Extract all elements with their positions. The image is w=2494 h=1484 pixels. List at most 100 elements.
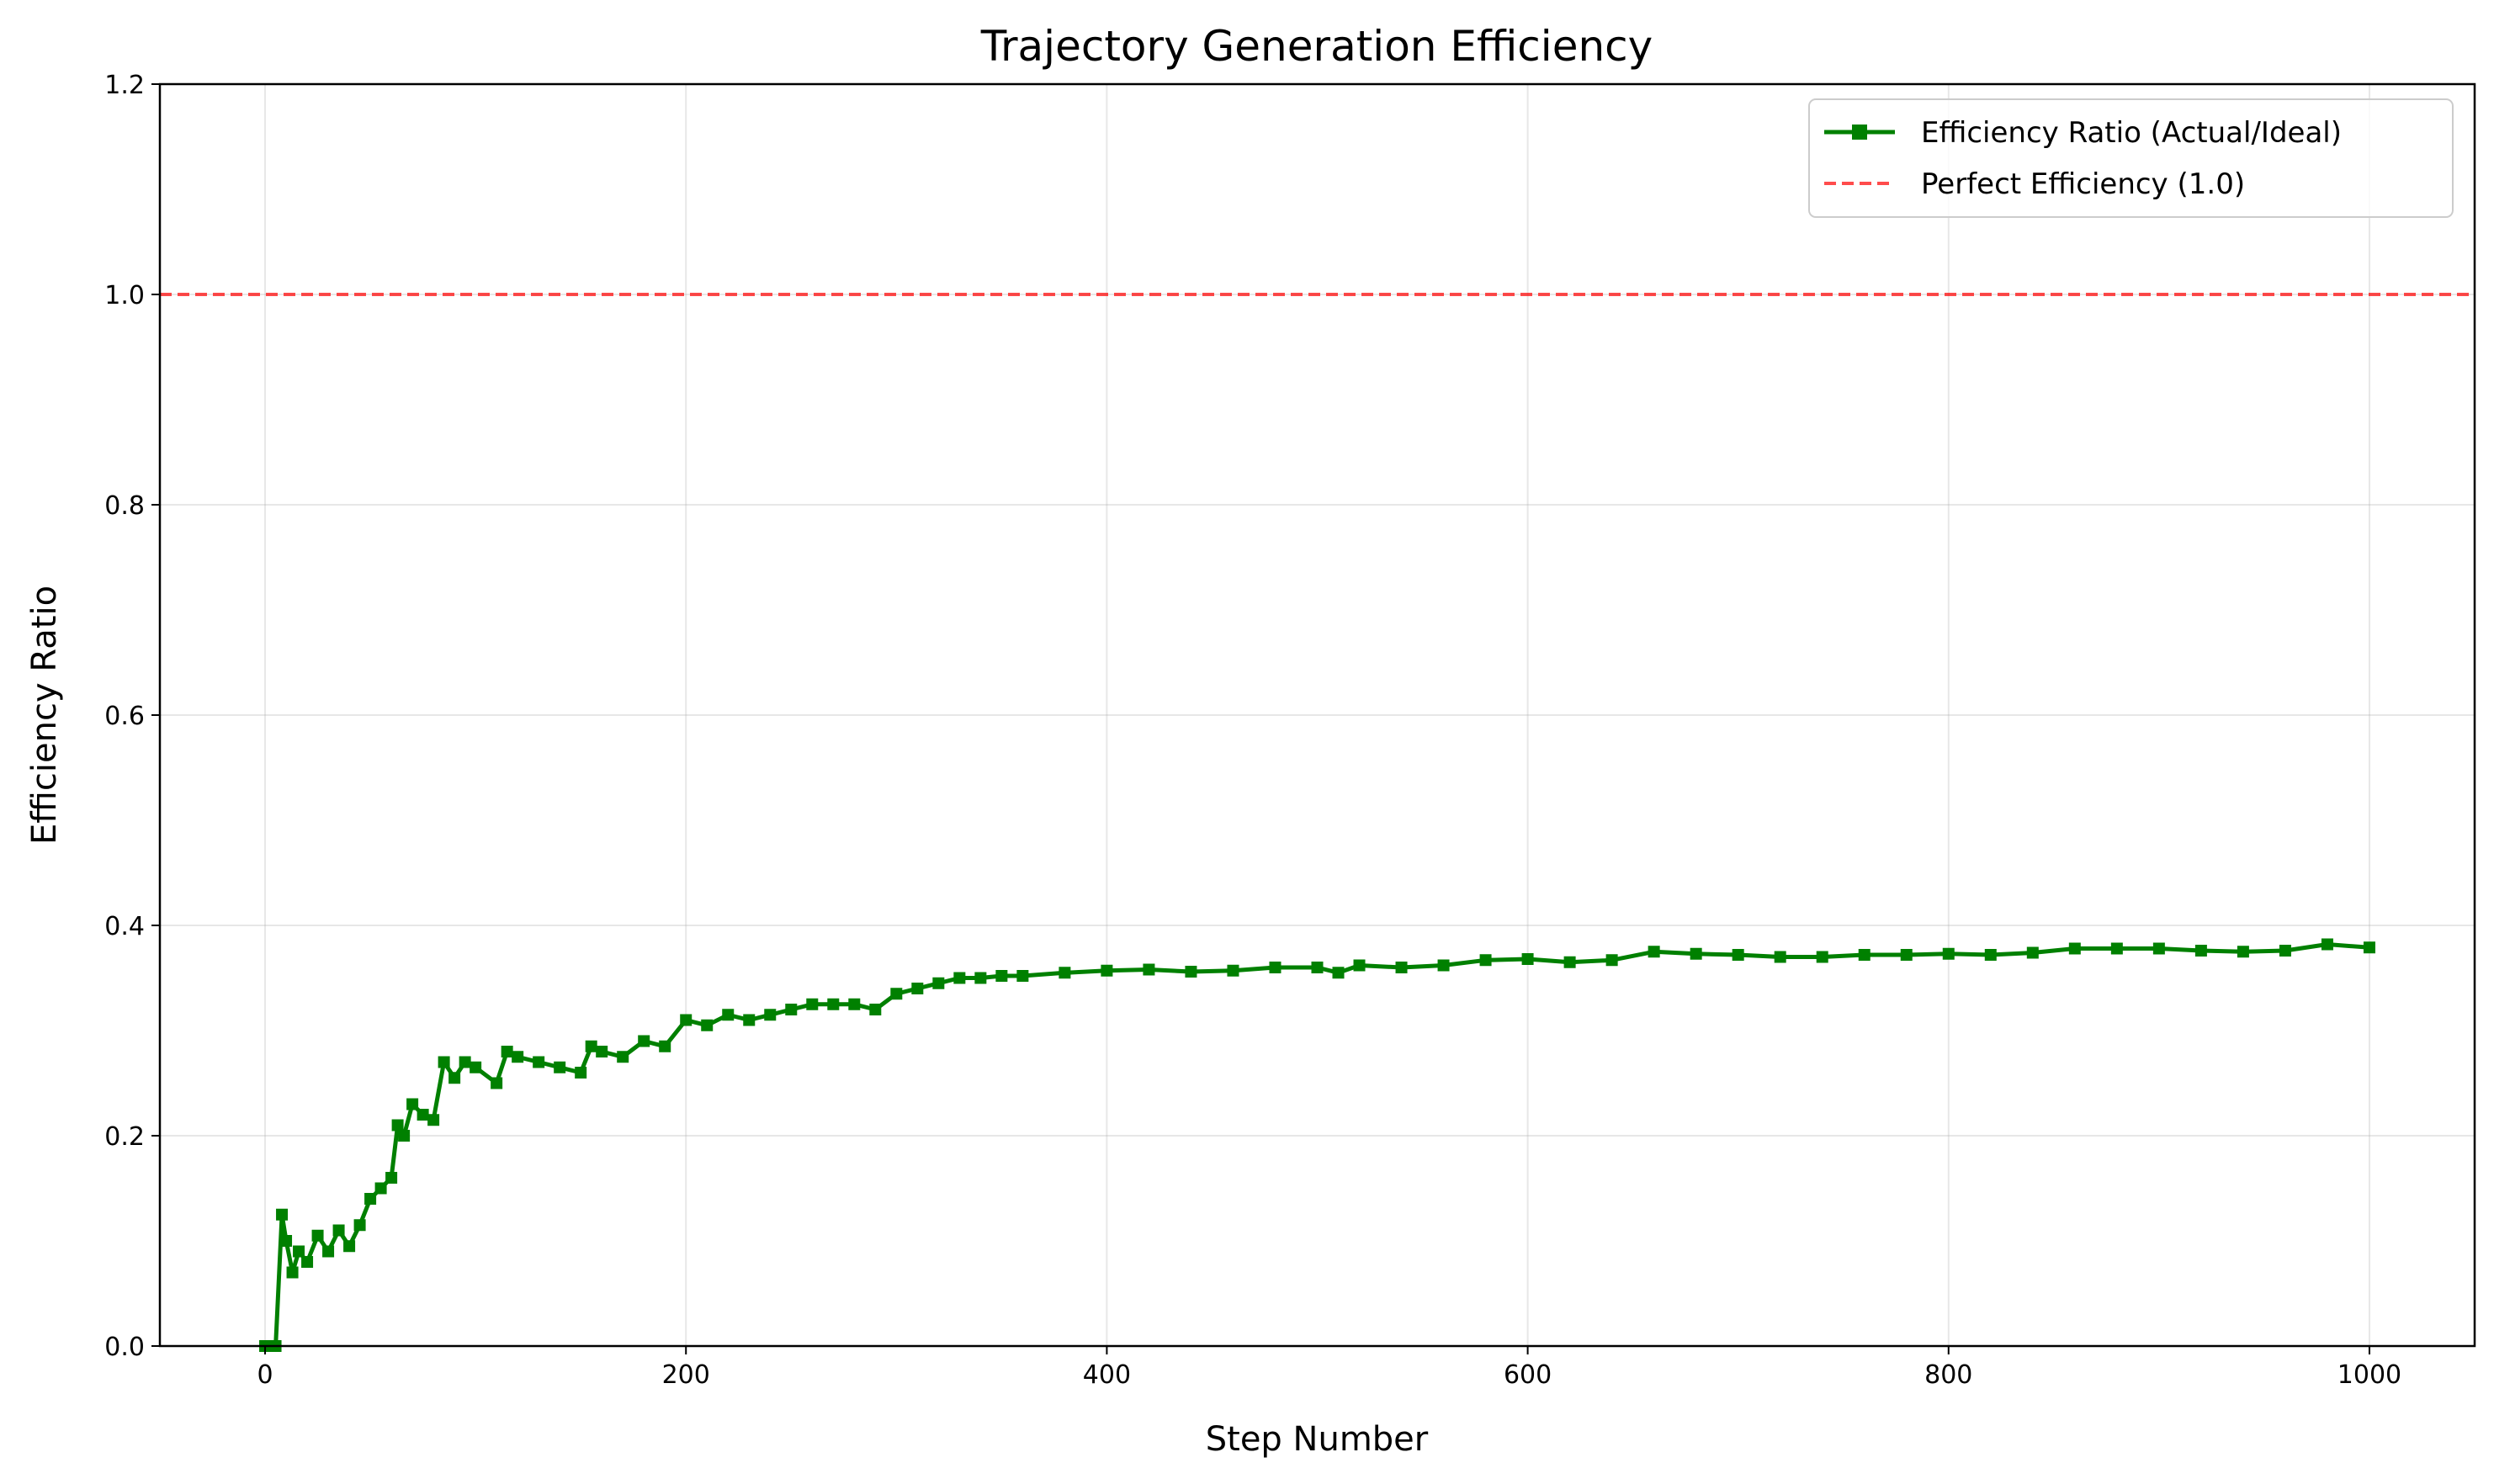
data-point <box>533 1056 545 1068</box>
x-tick-label: 600 <box>1504 1360 1552 1390</box>
data-point <box>932 977 945 989</box>
data-point <box>1479 954 1492 967</box>
data-point <box>743 1014 756 1026</box>
data-point <box>2026 946 2039 959</box>
data-point <box>1395 962 1408 973</box>
data-point <box>1942 947 1955 960</box>
data-point <box>438 1056 450 1068</box>
data-point <box>764 1009 777 1021</box>
data-point <box>1521 953 1534 965</box>
data-point <box>1732 949 1744 961</box>
y-tick-label: 0.6 <box>104 702 145 731</box>
data-point <box>1984 949 1997 961</box>
plot-series <box>160 293 2475 1352</box>
data-point <box>391 1119 404 1132</box>
data-point <box>293 1245 305 1258</box>
data-point <box>785 1004 798 1015</box>
data-point <box>2279 945 2291 957</box>
y-tick-label: 0.0 <box>104 1333 145 1362</box>
data-point <box>512 1051 524 1063</box>
data-point <box>659 1040 671 1052</box>
data-point <box>1858 949 1870 961</box>
x-tick-label: 200 <box>662 1360 710 1390</box>
y-tick-label: 1.0 <box>104 281 145 310</box>
y-tick-label: 0.4 <box>104 912 145 941</box>
data-point <box>2152 942 2165 955</box>
data-point <box>470 1061 482 1073</box>
data-point <box>385 1172 398 1184</box>
data-point <box>398 1130 411 1142</box>
y-axis-title: Efficiency Ratio <box>25 586 64 845</box>
data-point <box>596 1046 608 1057</box>
data-point <box>1900 949 1913 961</box>
chart-title: Trajectory Generation Efficiency <box>980 22 1653 71</box>
legend-marker-efficiency <box>1852 125 1867 140</box>
data-point <box>459 1056 471 1068</box>
data-point <box>427 1114 440 1126</box>
data-point <box>1690 947 1702 960</box>
data-point <box>1227 964 1239 977</box>
data-point <box>1605 954 1618 967</box>
legend-label-efficiency: Efficiency Ratio (Actual/Ideal) <box>1921 116 2342 150</box>
data-point <box>1353 959 1366 972</box>
data-point <box>848 998 861 1010</box>
data-point <box>1332 967 1345 979</box>
data-point <box>869 1004 882 1015</box>
data-point <box>280 1235 293 1247</box>
data-point <box>827 998 840 1010</box>
data-point <box>1059 967 1071 979</box>
x-tick-label: 0 <box>257 1360 273 1390</box>
data-point <box>1774 951 1786 963</box>
data-point <box>2110 942 2123 955</box>
data-point <box>2068 942 2081 955</box>
data-point <box>2194 945 2207 957</box>
data-point <box>953 972 966 984</box>
data-point <box>2363 941 2375 954</box>
data-point <box>406 1098 419 1110</box>
x-tick-label: 800 <box>1924 1360 1972 1390</box>
legend: Efficiency Ratio (Actual/Ideal) Perfect … <box>1808 98 2454 218</box>
data-point <box>1311 962 1324 973</box>
legend-label-perfect: Perfect Efficiency (1.0) <box>1921 167 2245 201</box>
y-tick-label: 1.2 <box>104 71 145 100</box>
x-tick-label: 400 <box>1083 1360 1131 1390</box>
data-point <box>722 1009 735 1021</box>
data-point <box>638 1035 650 1047</box>
data-point <box>575 1067 587 1079</box>
data-point <box>974 972 987 984</box>
data-point <box>343 1240 356 1253</box>
axis-ticks: 0 200 400 600 800 1000 0.0 0.2 0.4 0.6 0.8 1.0 1.2 <box>104 71 2401 1390</box>
legend-box <box>1808 98 2454 218</box>
data-point <box>806 998 819 1010</box>
data-point <box>1563 956 1576 968</box>
y-tick-label: 0.2 <box>104 1122 145 1152</box>
data-point <box>301 1256 314 1268</box>
data-point <box>501 1046 513 1057</box>
data-point <box>1648 946 1660 958</box>
data-point <box>1185 966 1197 978</box>
data-point <box>1437 959 1450 972</box>
x-axis-title: Step Number <box>1206 1420 1429 1459</box>
data-point <box>276 1208 289 1221</box>
data-point <box>995 970 1008 982</box>
data-point <box>554 1061 566 1073</box>
data-point <box>2237 946 2249 958</box>
data-point <box>701 1019 714 1031</box>
data-point <box>364 1193 377 1205</box>
data-point <box>911 983 924 994</box>
data-point <box>2321 938 2333 951</box>
data-point <box>1143 963 1155 976</box>
data-point <box>1269 962 1281 973</box>
data-point <box>680 1014 692 1026</box>
data-point <box>585 1040 597 1052</box>
data-point <box>417 1109 429 1121</box>
data-point <box>1816 951 1828 963</box>
data-point <box>617 1051 629 1063</box>
x-tick-label: 1000 <box>2337 1360 2401 1390</box>
data-point <box>1101 964 1113 977</box>
data-point <box>322 1245 335 1258</box>
data-point <box>332 1224 345 1237</box>
data-point <box>353 1219 366 1232</box>
